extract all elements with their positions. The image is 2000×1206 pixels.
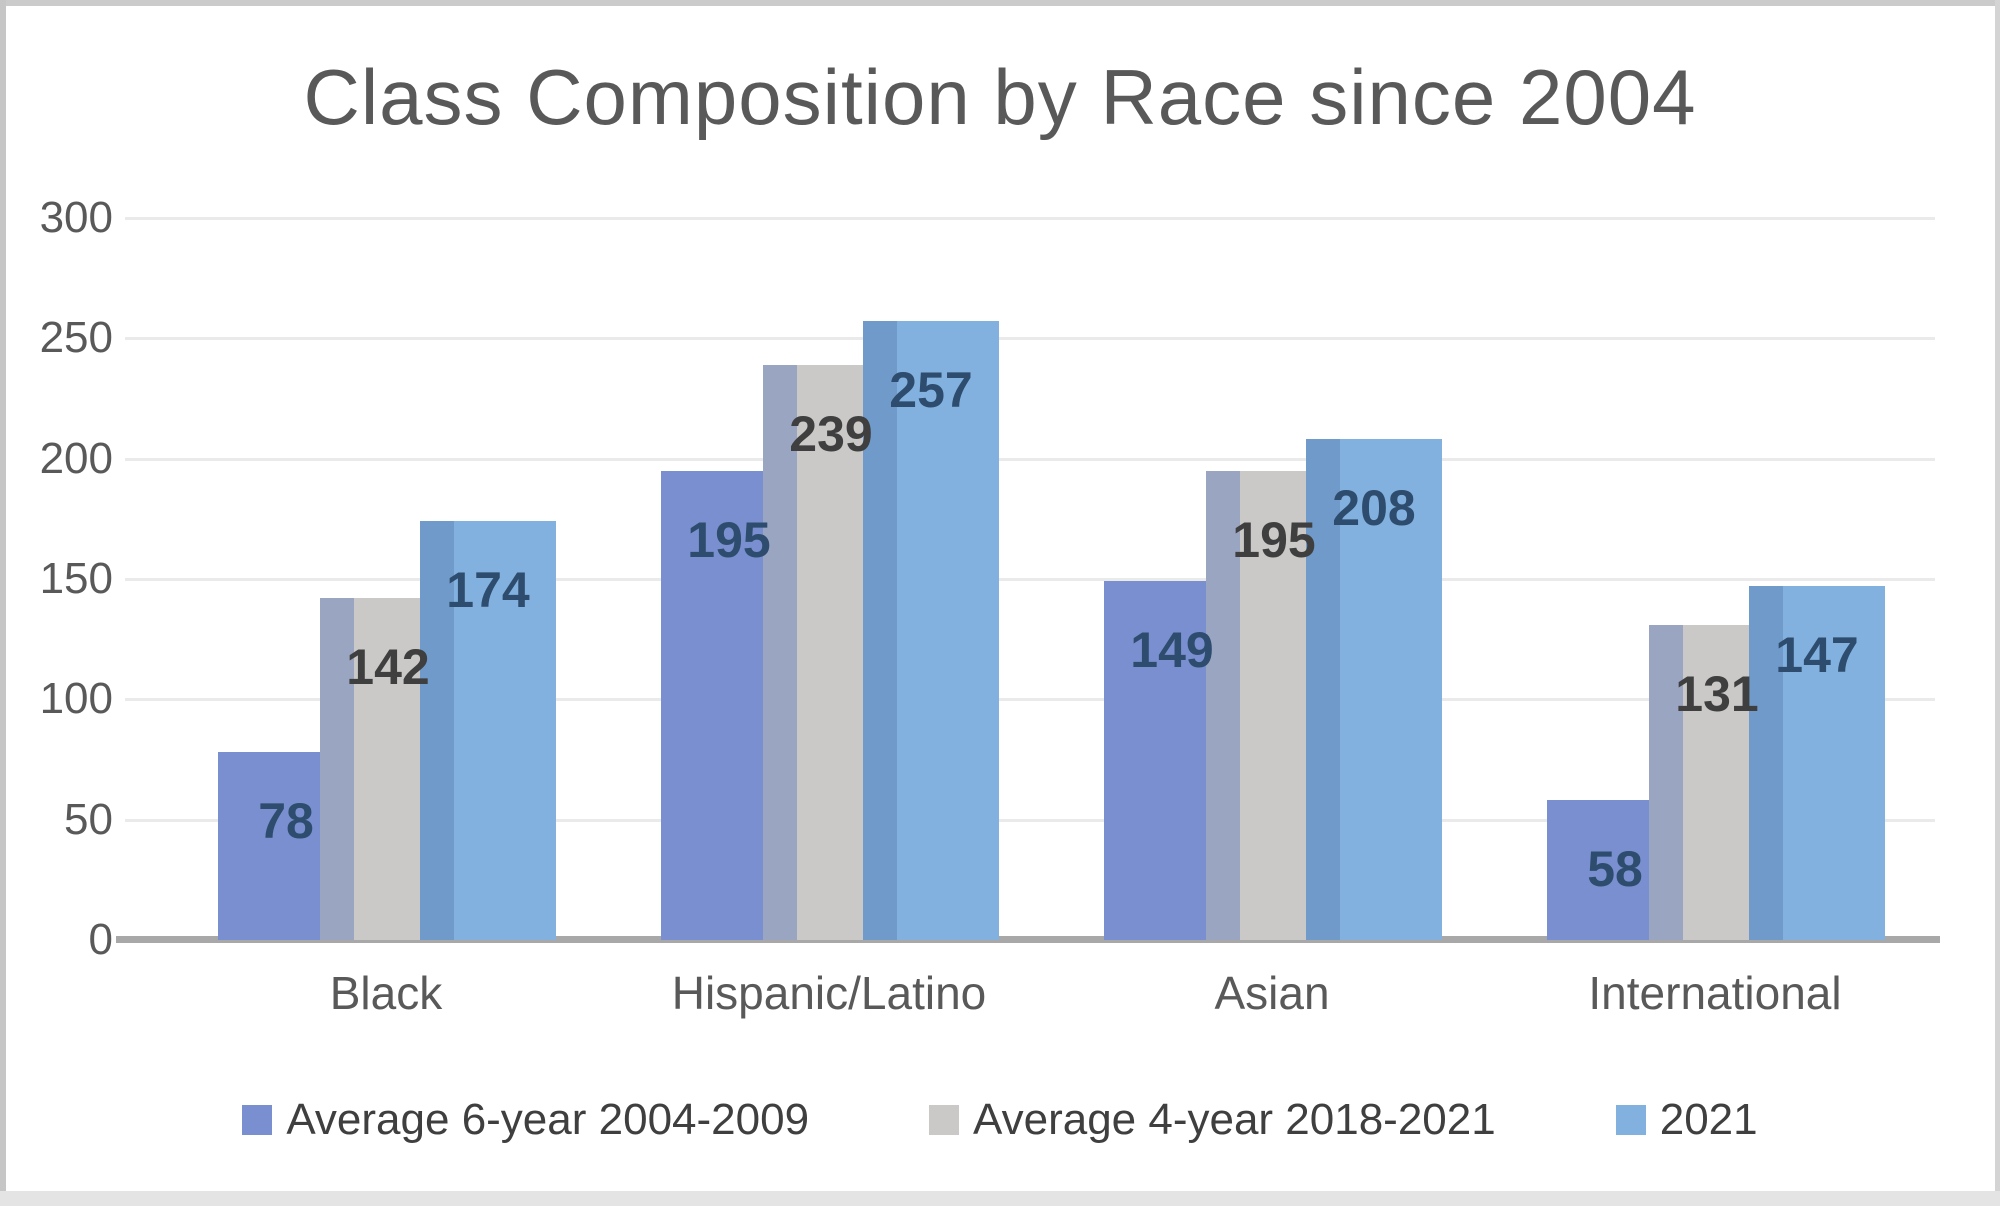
y-axis-tick-label: 150 [39, 554, 113, 603]
bar [420, 521, 556, 940]
y-gridline [125, 578, 1935, 581]
frame-border-top [0, 0, 2000, 6]
legend-swatch [929, 1105, 960, 1135]
bar-value-label: 147 [1775, 627, 1859, 683]
bar-overlap-shade [1749, 586, 1783, 940]
y-gridline [125, 217, 1935, 220]
bar [1749, 586, 1885, 940]
y-axis-tick-label: 100 [39, 674, 113, 723]
bar-value-label: 239 [789, 406, 873, 462]
x-axis-category-label: Asian [1214, 967, 1330, 1019]
bar-overlap-shade [320, 598, 354, 940]
bar-value-label: 208 [1332, 480, 1416, 536]
frame-border-bottom [0, 1191, 2000, 1206]
x-axis-category-label: Black [329, 967, 443, 1019]
bar [863, 321, 999, 940]
bar-value-label: 58 [1587, 841, 1643, 897]
legend-swatch [1615, 1105, 1646, 1135]
bar-overlap-shade [420, 521, 454, 940]
bar-overlap-shade [1649, 625, 1683, 940]
bar-value-label: 131 [1675, 666, 1759, 722]
bar-value-label: 195 [1232, 512, 1316, 568]
x-axis-category-label: Hispanic/Latino [671, 967, 987, 1019]
frame-border-right [1995, 0, 2000, 1206]
y-gridline [125, 458, 1935, 461]
y-gridline [125, 337, 1935, 340]
legend-item: Average 4-year 2018-2021 [929, 1095, 1496, 1145]
frame-border-left [0, 0, 6, 1206]
bar [1306, 439, 1442, 940]
bar-value-label: 142 [346, 639, 430, 695]
bar-overlap-shade [1306, 439, 1340, 940]
legend-item: Average 6-year 2004-2009 [242, 1095, 809, 1145]
x-axis-category-label: International [1588, 967, 1842, 1019]
bar-overlap-shade [863, 321, 897, 940]
bar-value-label: 195 [687, 512, 771, 568]
y-axis-tick-label: 200 [39, 434, 113, 483]
y-axis-tick-label: 300 [39, 193, 113, 242]
legend-item: 2021 [1615, 1095, 1758, 1145]
bar-value-label: 174 [446, 562, 530, 618]
bar-overlap-shade [1206, 471, 1240, 940]
y-axis-tick-label: 250 [39, 313, 113, 362]
chart-title: Class Composition by Race since 2004 [303, 53, 1697, 141]
y-gridline [125, 819, 1935, 822]
legend-label: 2021 [1659, 1095, 1758, 1144]
bar-value-label: 149 [1130, 622, 1214, 678]
legend: Average 6-year 2004-2009 Average 4-year 2… [0, 1088, 2000, 1152]
y-gridline [125, 698, 1935, 701]
y-axis-tick-label: 0 [88, 915, 113, 964]
bar-value-label: 257 [889, 362, 973, 418]
bar-value-label: 78 [258, 793, 314, 849]
legend-label: Average 4-year 2018-2021 [973, 1095, 1496, 1144]
y-axis-tick-label: 50 [64, 795, 113, 844]
bar-overlap-shade [763, 365, 797, 940]
x-axis-line [116, 936, 1940, 943]
legend-label: Average 6-year 2004-2009 [286, 1095, 810, 1144]
legend-swatch [242, 1105, 273, 1135]
